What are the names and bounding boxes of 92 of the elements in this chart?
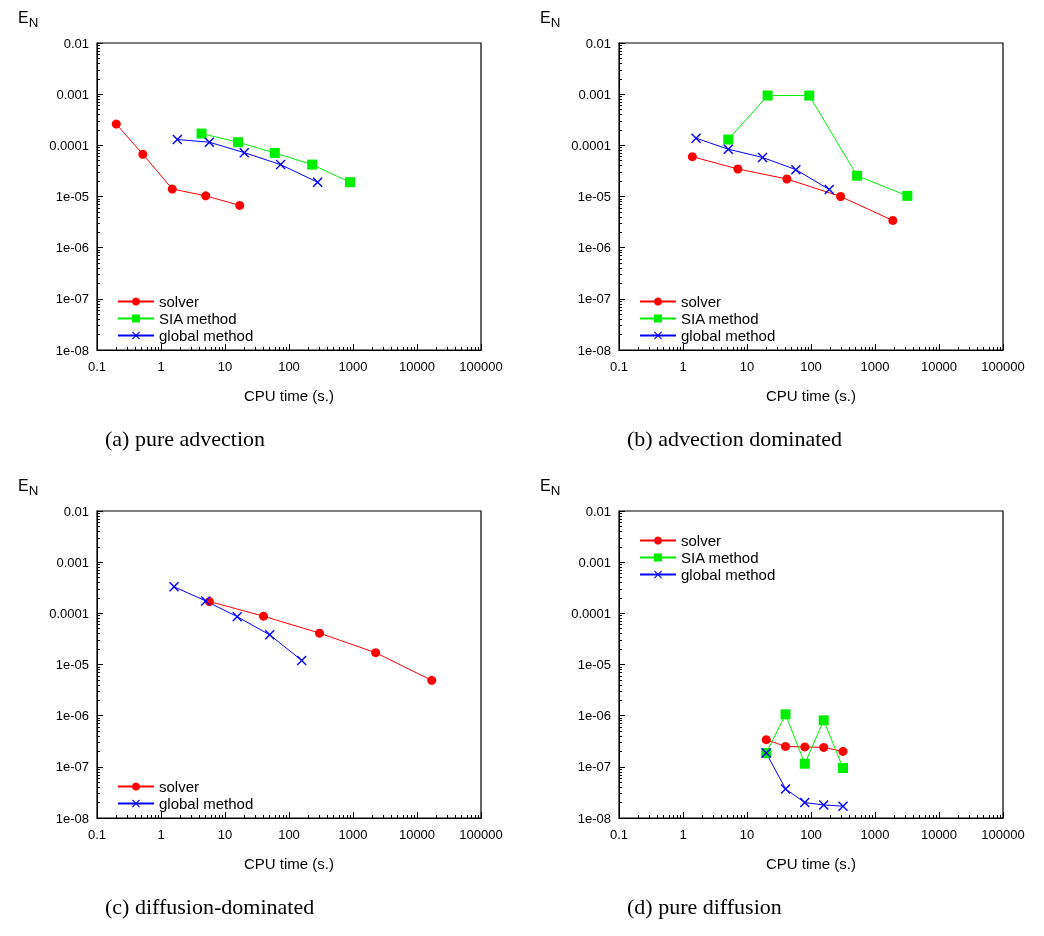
y-tick-label: 0.001 — [578, 554, 611, 570]
x-tick-label: 100000 — [459, 359, 503, 374]
legend-label: global method — [159, 327, 254, 344]
x-tick-label: 1 — [679, 827, 687, 842]
point — [761, 735, 771, 745]
y-axis-title: E$_{N}$ — [18, 476, 39, 500]
x-tick-label: 100000 — [981, 827, 1025, 842]
y-tick-label: 0.0001 — [571, 605, 611, 621]
y-tick-label: 0.01 — [585, 35, 611, 51]
legend-label: SIA method — [681, 310, 759, 327]
legend-label: solver — [681, 532, 722, 549]
point — [837, 801, 848, 812]
x-tick-label: 1 — [157, 827, 165, 842]
x-tick-label: 1 — [157, 359, 165, 374]
x-tick-label: 10 — [739, 359, 755, 374]
point — [837, 762, 848, 773]
x-tick-label: 100 — [278, 827, 300, 842]
point — [799, 797, 810, 808]
x-tick-label: 1000 — [860, 827, 890, 842]
x-tick-label: 10 — [217, 827, 233, 842]
y-tick-label: 1e-05 — [577, 657, 611, 672]
x-tick-label: 10 — [739, 827, 755, 842]
legend-label: global method — [159, 795, 254, 812]
y-tick-label: 1e-06 — [577, 240, 611, 256]
x-tick-label: 100000 — [459, 827, 503, 842]
x-tick-label: 100 — [278, 359, 300, 374]
x-tick-label: 100000 — [981, 359, 1025, 374]
x-axis-title: CPU time (s.) — [244, 387, 334, 404]
x-tick-label: 0.1 — [87, 827, 107, 842]
legend-label: global method — [681, 327, 776, 344]
legend-label: SIA method — [159, 310, 237, 327]
x-tick-label: 1 — [679, 359, 687, 374]
y-tick-label: 0.01 — [63, 35, 89, 51]
y-tick-label: 1e-06 — [55, 708, 89, 724]
y-tick-label: 1e-08 — [577, 810, 611, 826]
y-tick-label: 0.0001 — [49, 605, 89, 621]
y-axis-title: E$_{N}$ — [540, 476, 561, 500]
y-tick-label: 1e-05 — [55, 189, 89, 204]
text: (d) pure diffusion — [627, 893, 782, 919]
y-tick-label: 1e-06 — [577, 708, 611, 724]
x-tick-label: 10000 — [398, 827, 436, 842]
y-tick-label: 0.01 — [585, 503, 611, 519]
y-tick-label: 1e-08 — [55, 810, 89, 826]
y-tick-label: 0.001 — [56, 86, 89, 102]
point — [799, 758, 810, 769]
y-tick-label: 0.001 — [578, 86, 611, 102]
text: (c) diffusion-dominated — [105, 893, 315, 919]
y-tick-label: 0.0001 — [49, 137, 89, 153]
point — [780, 709, 791, 720]
point — [819, 742, 829, 752]
y-tick-label: 1e-07 — [577, 291, 611, 307]
y-axis-title: E$_{N}$ — [540, 8, 561, 32]
point — [780, 783, 791, 794]
y-tick-label: 1e-07 — [577, 759, 611, 775]
text: (b) advection dominated — [627, 425, 843, 451]
x-tick-label: 0.1 — [87, 359, 107, 374]
x-tick-label: 10 — [217, 359, 233, 374]
x-tick-label: 100 — [800, 359, 822, 374]
y-tick-label: 0.0001 — [571, 137, 611, 153]
legend-label: SIA method — [681, 549, 759, 566]
x-tick-label: 0.1 — [609, 359, 629, 374]
legend-label: global method — [681, 566, 776, 583]
point — [781, 741, 791, 751]
x-tick-label: 0.1 — [609, 827, 629, 842]
point — [800, 742, 810, 752]
y-tick-label: 1e-05 — [55, 657, 89, 672]
point — [818, 799, 829, 810]
y-tick-label: 1e-07 — [55, 291, 89, 307]
y-tick-label: 1e-05 — [577, 189, 611, 204]
y-tick-label: 1e-06 — [55, 240, 89, 256]
y-axis-title: E$_{N}$ — [18, 8, 39, 32]
y-tick-label: 0.001 — [56, 554, 89, 570]
y-tick-label: 1e-07 — [55, 759, 89, 775]
x-axis-title: CPU time (s.) — [244, 855, 334, 872]
x-tick-label: 1000 — [338, 827, 368, 842]
x-tick-label: 10000 — [398, 359, 436, 374]
x-tick-label: 1000 — [860, 359, 890, 374]
legend-label: solver — [159, 778, 200, 795]
x-tick-label: 100 — [800, 827, 822, 842]
x-tick-label: 1000 — [338, 359, 368, 374]
x-axis-title: CPU time (s.) — [766, 855, 856, 872]
x-tick-label: 10000 — [920, 827, 958, 842]
point — [838, 746, 848, 756]
text: (a) pure advection — [105, 425, 266, 451]
x-axis-title: CPU time (s.) — [766, 387, 856, 404]
legend-label: solver — [159, 293, 200, 310]
y-tick-label: 1e-08 — [577, 342, 611, 358]
point — [818, 715, 829, 726]
x-tick-label: 10000 — [920, 359, 958, 374]
y-tick-label: 0.01 — [63, 503, 89, 519]
y-tick-label: 1e-08 — [55, 342, 89, 358]
legend-label: solver — [681, 293, 722, 310]
